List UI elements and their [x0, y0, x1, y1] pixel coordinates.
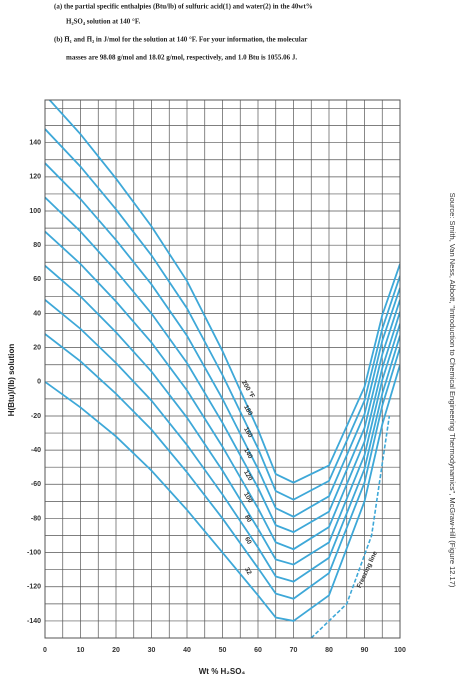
y-tick-label: -20 [31, 413, 41, 420]
plot-border [44, 99, 401, 639]
y-tick-label: -120 [27, 584, 41, 591]
y-tick-label: 0 [37, 379, 41, 386]
isotherm-label: 140 [242, 447, 254, 460]
y-tick-label: 80 [33, 242, 41, 249]
x-tick-label: 50 [219, 647, 227, 654]
y-tick-label: 20 [33, 344, 41, 351]
question-line: masses are 98.08 g/mol and 18.02 g/mol, … [66, 54, 297, 62]
isotherm-label: 60 [243, 536, 253, 546]
y-axis-label: H(Btu)/(lb) solution [7, 344, 16, 417]
isotherm [45, 299, 400, 583]
x-tick-label: 40 [183, 647, 191, 654]
x-tick-label: 20 [112, 647, 120, 654]
isotherm [48, 100, 400, 484]
isotherm-label: 80 [243, 514, 253, 524]
isotherm-label: 32 [243, 566, 253, 576]
x-tick-label: 10 [77, 647, 85, 654]
x-tick-label: 0 [43, 647, 47, 654]
question-line: (b) H̄₁ and H̄₂ in J/mol for the solutio… [54, 36, 307, 44]
question-line: (a) the partial specific enthalpies (Btu… [54, 3, 313, 11]
y-tick-label: 120 [29, 174, 41, 181]
source-note: Source: Smith, Van Ness, Abbott, "Introd… [448, 193, 457, 588]
y-tick-label: -60 [31, 481, 41, 488]
y-tick-label: -140 [27, 618, 41, 625]
isotherm [45, 128, 400, 501]
y-tick-label: 100 [29, 208, 41, 215]
y-tick-label: 60 [33, 276, 41, 283]
x-axis-label: Wt % H₂SO₄ [199, 667, 246, 676]
y-tick-label: -40 [31, 447, 41, 454]
question-line: H₂SO₄ solution at 140 °F. [66, 18, 140, 26]
isotherm [45, 196, 400, 534]
freezing-line [310, 415, 391, 638]
y-tick-label: -80 [31, 515, 41, 522]
isotherm [45, 364, 400, 622]
isotherm [45, 264, 400, 566]
isotherm [45, 230, 400, 551]
isotherm-label: 100 [242, 491, 254, 504]
y-tick-label: -100 [27, 549, 41, 556]
x-tick-label: 70 [290, 647, 298, 654]
isotherm [45, 162, 400, 518]
plot-area [45, 100, 400, 638]
x-tick-label: 60 [254, 647, 262, 654]
x-tick-label: 80 [325, 647, 333, 654]
x-tick-label: 100 [394, 647, 406, 654]
x-tick-label: 30 [148, 647, 156, 654]
isotherm-label: 180 [242, 404, 254, 417]
y-tick-label: 140 [29, 140, 41, 147]
isotherm-label: 120 [242, 469, 254, 482]
isotherm [45, 333, 400, 600]
x-tick-label: 90 [361, 647, 369, 654]
isotherm-label: 160 [242, 426, 254, 439]
y-tick-label: 40 [33, 310, 41, 317]
